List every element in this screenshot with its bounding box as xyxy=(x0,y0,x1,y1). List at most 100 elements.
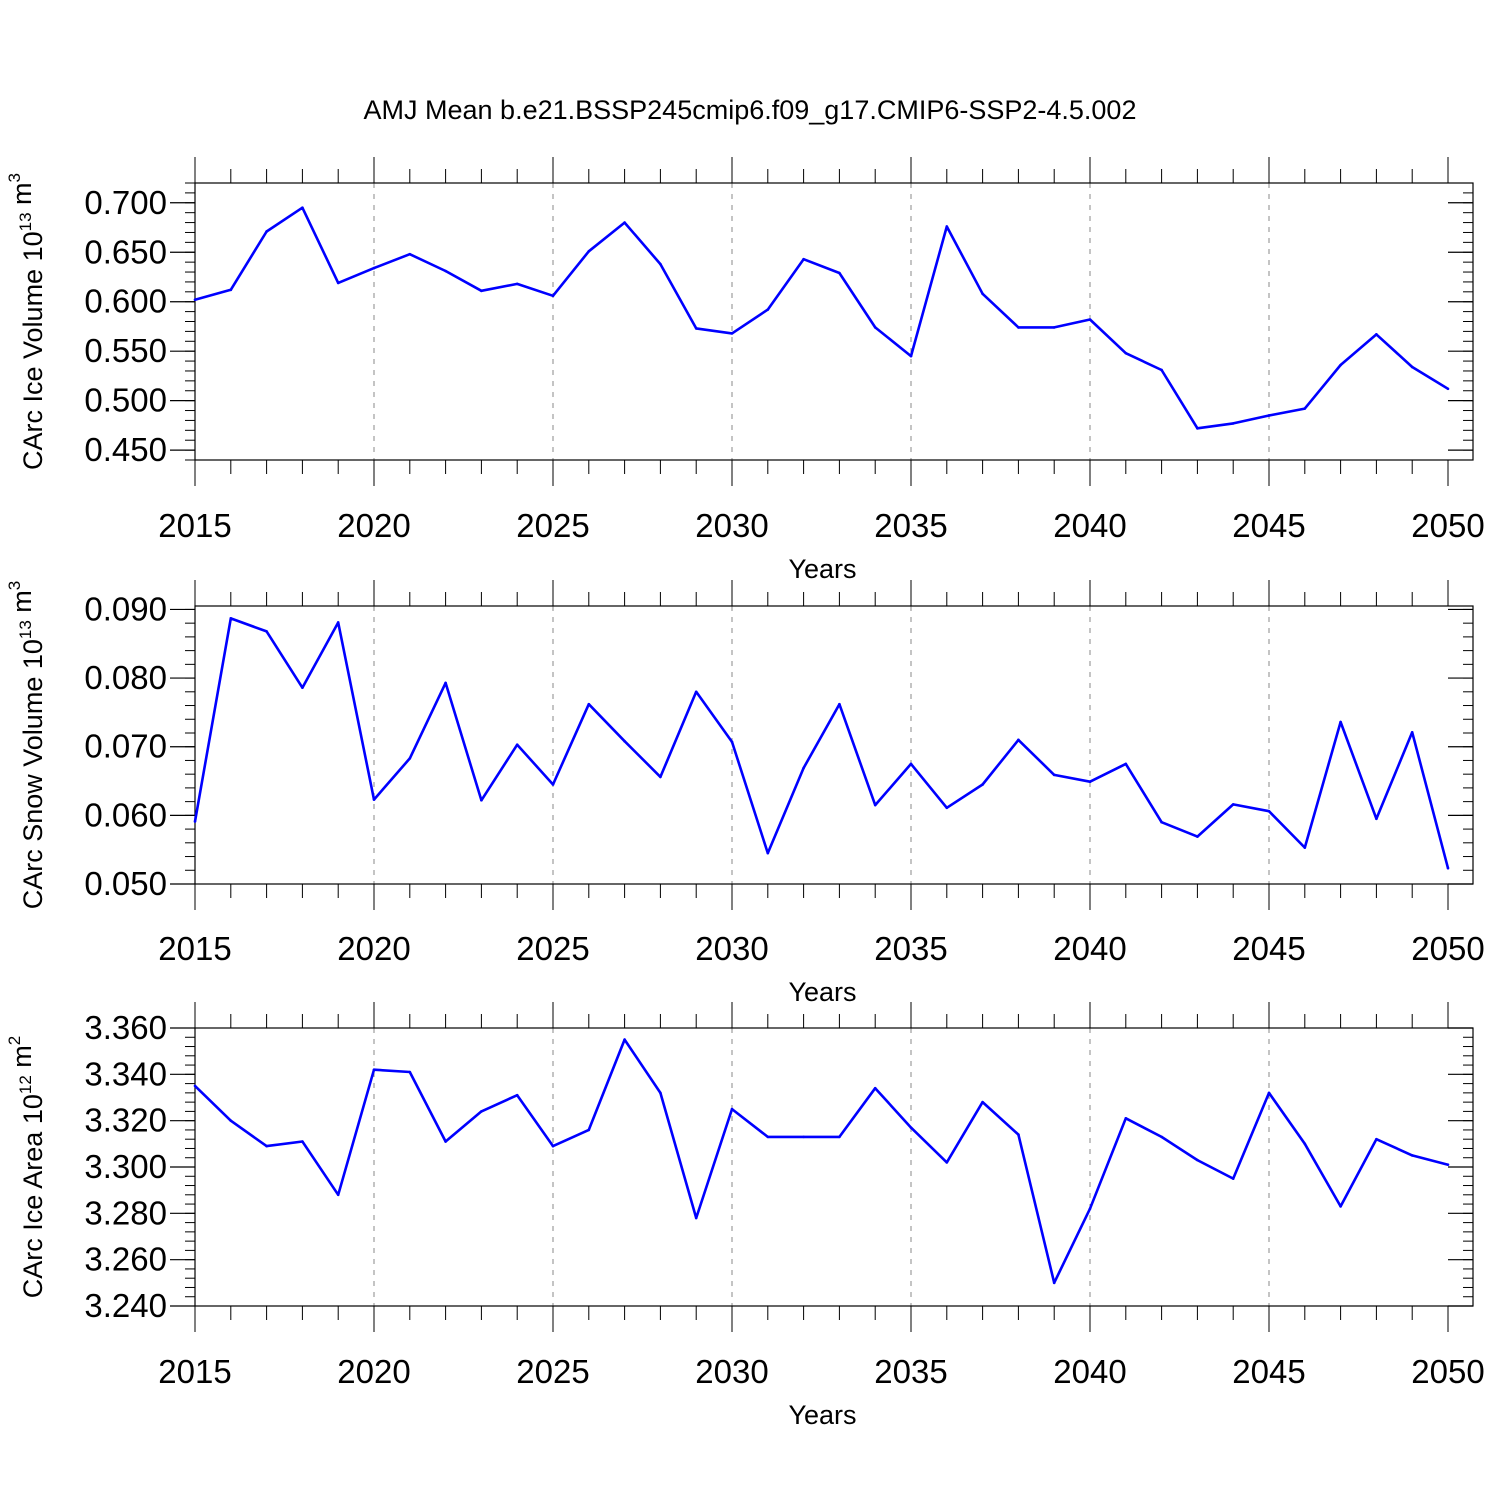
x-tick-label: 2030 xyxy=(695,1353,768,1390)
data-point xyxy=(1160,820,1163,824)
data-point xyxy=(1052,326,1056,329)
data-point xyxy=(623,739,626,743)
x-tick-label: 2025 xyxy=(516,1353,589,1390)
data-point xyxy=(1124,762,1128,766)
y-axis-title-superscript: 12 xyxy=(16,1075,35,1094)
data-point xyxy=(766,851,770,855)
x-tick-label: 2035 xyxy=(874,507,947,544)
data-point xyxy=(444,1140,447,1143)
y-tick-label: 0.060 xyxy=(84,796,167,833)
data-point xyxy=(981,292,984,296)
data-point xyxy=(1339,1205,1342,1208)
data-point xyxy=(551,294,555,298)
y-tick-label: 3.340 xyxy=(84,1055,167,1092)
data-point xyxy=(873,803,877,807)
data-point xyxy=(873,1086,877,1090)
data-point xyxy=(229,617,233,620)
data-point xyxy=(1446,866,1450,870)
data-point xyxy=(802,257,805,261)
y-axis-title-superscript: 2 xyxy=(5,1036,24,1045)
x-tick-label: 2020 xyxy=(337,930,410,967)
x-tick-label: 2030 xyxy=(695,930,768,967)
data-point xyxy=(1017,1133,1020,1136)
data-point xyxy=(587,249,591,253)
data-point xyxy=(480,1110,483,1113)
x-tick-label: 2040 xyxy=(1053,507,1126,544)
data-point xyxy=(1303,407,1307,410)
data-point xyxy=(838,702,841,706)
data-point xyxy=(408,252,412,256)
data-point xyxy=(981,783,984,786)
data-point xyxy=(193,820,197,823)
y-axis-title: CArc Ice Volume 1013 m3 xyxy=(5,173,48,470)
plot-frame xyxy=(194,605,1474,885)
data-point xyxy=(694,1216,698,1220)
x-tick-label: 2050 xyxy=(1411,507,1484,544)
y-axis-title-part: m xyxy=(7,1045,37,1075)
data-point xyxy=(1446,387,1450,391)
data-point xyxy=(802,766,805,770)
data-point xyxy=(515,743,519,746)
data-point xyxy=(1017,738,1020,742)
x-tick-label: 2015 xyxy=(158,507,231,544)
data-point xyxy=(301,686,304,689)
data-point xyxy=(909,762,913,766)
x-tick-label: 2050 xyxy=(1411,1353,1484,1390)
data-point xyxy=(1231,422,1235,425)
data-point xyxy=(659,775,662,779)
data-point xyxy=(551,783,555,786)
data-point xyxy=(623,1038,626,1041)
data-point xyxy=(873,326,877,329)
data-point xyxy=(1267,809,1271,813)
data-point xyxy=(945,225,949,228)
x-tick-label: 2045 xyxy=(1232,930,1305,967)
data-point xyxy=(659,262,662,266)
data-point xyxy=(766,308,770,311)
y-axis-title-part: CArc Snow Volume 10 xyxy=(18,639,48,909)
y-tick-label: 3.240 xyxy=(84,1287,167,1324)
y-tick-label: 3.280 xyxy=(84,1194,167,1231)
data-point xyxy=(1196,1158,1199,1162)
data-point xyxy=(694,690,698,694)
data-point xyxy=(480,289,483,293)
data-point xyxy=(1160,1135,1163,1139)
data-point xyxy=(1375,333,1378,336)
data-point xyxy=(265,230,268,233)
data-point xyxy=(838,271,841,275)
data-point xyxy=(444,269,447,273)
data-point xyxy=(301,206,304,210)
x-tick-label: 2015 xyxy=(158,930,231,967)
data-point xyxy=(1410,731,1414,734)
y-tick-label: 0.550 xyxy=(84,332,167,369)
y-axis-title-superscript: 13 xyxy=(16,212,35,231)
data-point xyxy=(730,740,734,744)
x-tick-label: 2035 xyxy=(874,930,947,967)
plot-frame xyxy=(194,182,1474,461)
data-point xyxy=(1339,363,1342,367)
series-line xyxy=(194,1038,1449,1285)
data-point xyxy=(730,1107,734,1111)
data-point xyxy=(301,1140,304,1143)
data-point xyxy=(1410,365,1414,369)
y-axis-title-part: CArc Ice Area 10 xyxy=(18,1094,48,1298)
y-axis-title: CArc Snow Volume 1013 m3 xyxy=(5,581,48,910)
data-point xyxy=(909,354,913,358)
data-point xyxy=(1017,326,1020,329)
x-tick-label: 2045 xyxy=(1232,1353,1305,1390)
x-axis-title: Years xyxy=(788,554,856,584)
data-point xyxy=(515,282,519,286)
data-point xyxy=(1231,1177,1235,1180)
data-point xyxy=(838,1135,841,1139)
y-tick-label: 0.090 xyxy=(84,590,167,627)
data-point xyxy=(265,1144,268,1148)
y-tick-label: 0.500 xyxy=(84,382,167,419)
x-tick-label: 2045 xyxy=(1232,507,1305,544)
data-point xyxy=(229,1119,233,1122)
data-point xyxy=(336,621,340,624)
data-point xyxy=(551,1144,555,1148)
chart-panel-1: 0.450 0.500 0.550 0.600 0.650 0.700 2015 2020 20… xyxy=(5,157,1485,584)
y-tick-label: 3.320 xyxy=(84,1102,167,1139)
data-point xyxy=(515,1093,519,1097)
y-axis-title-part: m xyxy=(7,182,37,212)
